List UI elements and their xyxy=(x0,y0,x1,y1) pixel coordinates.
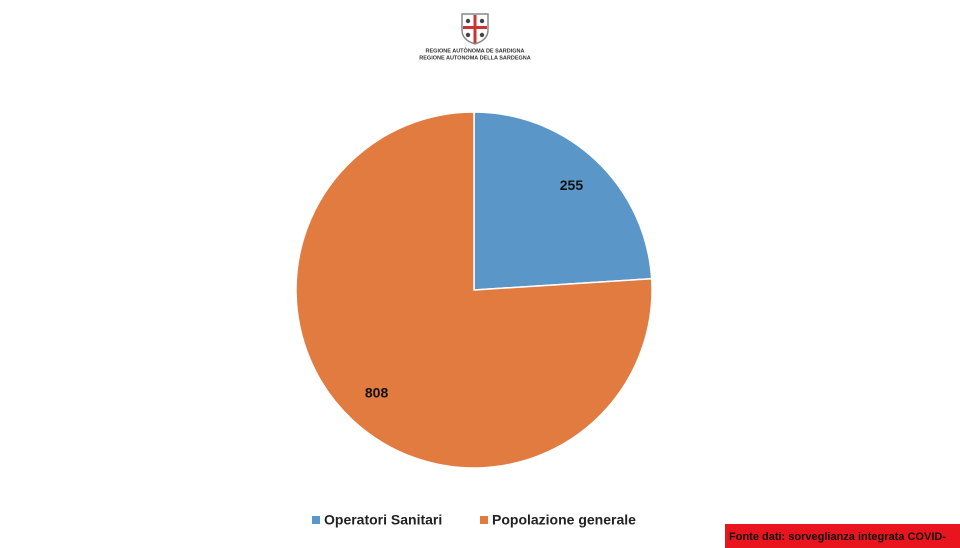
legend-label: Popolazione generale xyxy=(492,512,636,528)
header-line: REGIONE AUTONOMA DELLA SARDEGNA xyxy=(419,55,530,61)
legend-swatch xyxy=(312,516,320,524)
legend-label: Operatori Sanitari xyxy=(324,512,442,528)
header-line: REGIONE AUTÒNOMA DE SARDIGNA xyxy=(426,46,525,54)
source-box xyxy=(725,524,960,548)
legend-swatch xyxy=(480,516,488,524)
source: Fonte dati: sorveglianza integrata COVID… xyxy=(729,531,946,543)
pie-slice xyxy=(473,111,653,291)
value-label: 808 xyxy=(365,385,389,401)
logo xyxy=(461,13,489,45)
pie-slice xyxy=(295,111,653,469)
value-label: 255 xyxy=(560,177,584,193)
